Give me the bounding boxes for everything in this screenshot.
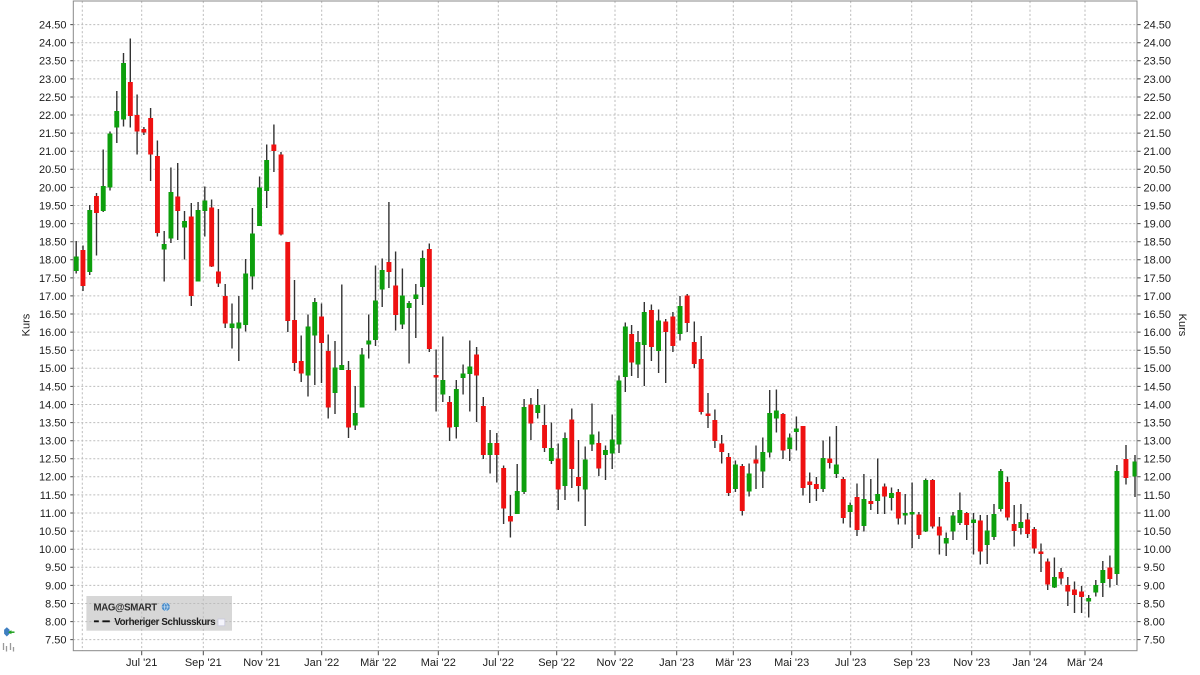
svg-text:18.50: 18.50 [39, 237, 67, 249]
svg-text:17.50: 17.50 [1144, 273, 1172, 285]
svg-text:11.00: 11.00 [1144, 508, 1171, 520]
svg-text:21.50: 21.50 [1144, 128, 1172, 140]
svg-text:23.50: 23.50 [39, 56, 67, 68]
svg-text:Mär '23: Mär '23 [715, 657, 751, 669]
svg-text:Kurs: Kurs [20, 313, 32, 336]
svg-text:Jul '22: Jul '22 [483, 657, 514, 669]
svg-text:15.50: 15.50 [39, 345, 67, 357]
svg-text:Mai '22: Mai '22 [421, 657, 456, 669]
svg-text:17.50: 17.50 [39, 273, 67, 285]
svg-text:19.50: 19.50 [39, 200, 67, 212]
svg-text:15.00: 15.00 [39, 363, 67, 375]
svg-text:Nov '23: Nov '23 [953, 657, 990, 669]
svg-text:10.00: 10.00 [1144, 544, 1172, 556]
svg-text:9.50: 9.50 [1144, 562, 1165, 574]
svg-text:16.00: 16.00 [1144, 327, 1172, 339]
svg-text:11.00: 11.00 [40, 508, 67, 520]
svg-text:Sep '22: Sep '22 [538, 657, 575, 669]
svg-text:18.00: 18.00 [39, 255, 67, 267]
svg-text:15.00: 15.00 [1144, 363, 1172, 375]
svg-text:15.50: 15.50 [1144, 345, 1172, 357]
svg-text:Mär '24: Mär '24 [1067, 657, 1103, 669]
svg-text:21.50: 21.50 [39, 128, 67, 140]
svg-text:16.50: 16.50 [1144, 309, 1172, 321]
svg-text:Nov '22: Nov '22 [597, 657, 634, 669]
svg-text:Mai '23: Mai '23 [774, 657, 809, 669]
svg-text:19.50: 19.50 [1144, 200, 1172, 212]
svg-text:10.50: 10.50 [1144, 526, 1172, 538]
svg-text:20.50: 20.50 [39, 164, 67, 176]
svg-text:8.50: 8.50 [1144, 598, 1165, 610]
svg-text:10.50: 10.50 [39, 526, 67, 538]
svg-text:12.50: 12.50 [39, 454, 67, 466]
svg-text:14.50: 14.50 [39, 381, 67, 393]
svg-text:24.00: 24.00 [39, 38, 67, 50]
svg-text:12.00: 12.00 [1144, 472, 1172, 484]
svg-text:16.00: 16.00 [39, 327, 67, 339]
svg-text:8.00: 8.00 [45, 617, 66, 629]
svg-text:19.00: 19.00 [1144, 219, 1172, 231]
svg-text:13.00: 13.00 [39, 436, 67, 448]
svg-text:12.50: 12.50 [1144, 454, 1172, 466]
svg-text:20.00: 20.00 [39, 182, 67, 194]
svg-text:23.50: 23.50 [1144, 56, 1172, 68]
svg-text:9.00: 9.00 [1144, 580, 1165, 592]
svg-text:9.50: 9.50 [45, 562, 66, 574]
svg-text:14.00: 14.00 [39, 399, 67, 411]
svg-text:18.00: 18.00 [1144, 255, 1172, 267]
svg-text:21.00: 21.00 [1144, 146, 1172, 158]
svg-text:Jan '24: Jan '24 [1012, 657, 1047, 669]
svg-text:8.00: 8.00 [1144, 617, 1165, 629]
svg-text:24.50: 24.50 [39, 20, 67, 32]
svg-text:14.00: 14.00 [1144, 399, 1172, 411]
svg-text:16.50: 16.50 [39, 309, 67, 321]
svg-text:Jul '21: Jul '21 [126, 657, 157, 669]
svg-text:19.00: 19.00 [39, 219, 67, 231]
svg-text:17.00: 17.00 [1144, 291, 1172, 303]
svg-text:13.00: 13.00 [1144, 436, 1172, 448]
svg-text:21.00: 21.00 [39, 146, 67, 158]
svg-text:14.50: 14.50 [1144, 381, 1172, 393]
svg-text:11.50: 11.50 [40, 490, 67, 502]
svg-text:7.50: 7.50 [45, 635, 66, 647]
svg-text:Jan '22: Jan '22 [304, 657, 339, 669]
svg-text:Vorheriger Schlusskurs: Vorheriger Schlusskurs [114, 617, 215, 628]
svg-text:20.50: 20.50 [1144, 164, 1172, 176]
svg-text:22.50: 22.50 [39, 92, 67, 104]
svg-text:Kurs: Kurs [1176, 314, 1188, 337]
svg-text:11.50: 11.50 [1144, 490, 1171, 502]
svg-text:23.00: 23.00 [1144, 74, 1172, 86]
svg-text:13.50: 13.50 [39, 418, 67, 430]
svg-text:18.50: 18.50 [1144, 237, 1172, 249]
svg-text:Nov '21: Nov '21 [243, 657, 280, 669]
svg-text:Mär '22: Mär '22 [360, 657, 396, 669]
svg-text:20.00: 20.00 [1144, 182, 1172, 194]
svg-text:12.00: 12.00 [39, 472, 67, 484]
svg-text:24.00: 24.00 [1144, 38, 1172, 50]
svg-text:22.00: 22.00 [39, 110, 67, 122]
svg-text:13.50: 13.50 [1144, 418, 1172, 430]
svg-text:Jul '23: Jul '23 [835, 657, 866, 669]
svg-text:Sep '21: Sep '21 [185, 657, 222, 669]
svg-text:Sep '23: Sep '23 [893, 657, 930, 669]
svg-text:7.50: 7.50 [1144, 635, 1165, 647]
svg-text:23.00: 23.00 [39, 74, 67, 86]
svg-text:8.50: 8.50 [45, 598, 66, 610]
svg-text:17.00: 17.00 [39, 291, 67, 303]
svg-text:22.50: 22.50 [1144, 92, 1172, 104]
svg-text:24.50: 24.50 [1144, 20, 1172, 32]
svg-text:10.00: 10.00 [39, 544, 67, 556]
svg-text:MAG@SMART: MAG@SMART [94, 603, 158, 614]
svg-text:9.00: 9.00 [45, 580, 66, 592]
svg-text:Jan '23: Jan '23 [659, 657, 694, 669]
svg-text:22.00: 22.00 [1144, 110, 1172, 122]
